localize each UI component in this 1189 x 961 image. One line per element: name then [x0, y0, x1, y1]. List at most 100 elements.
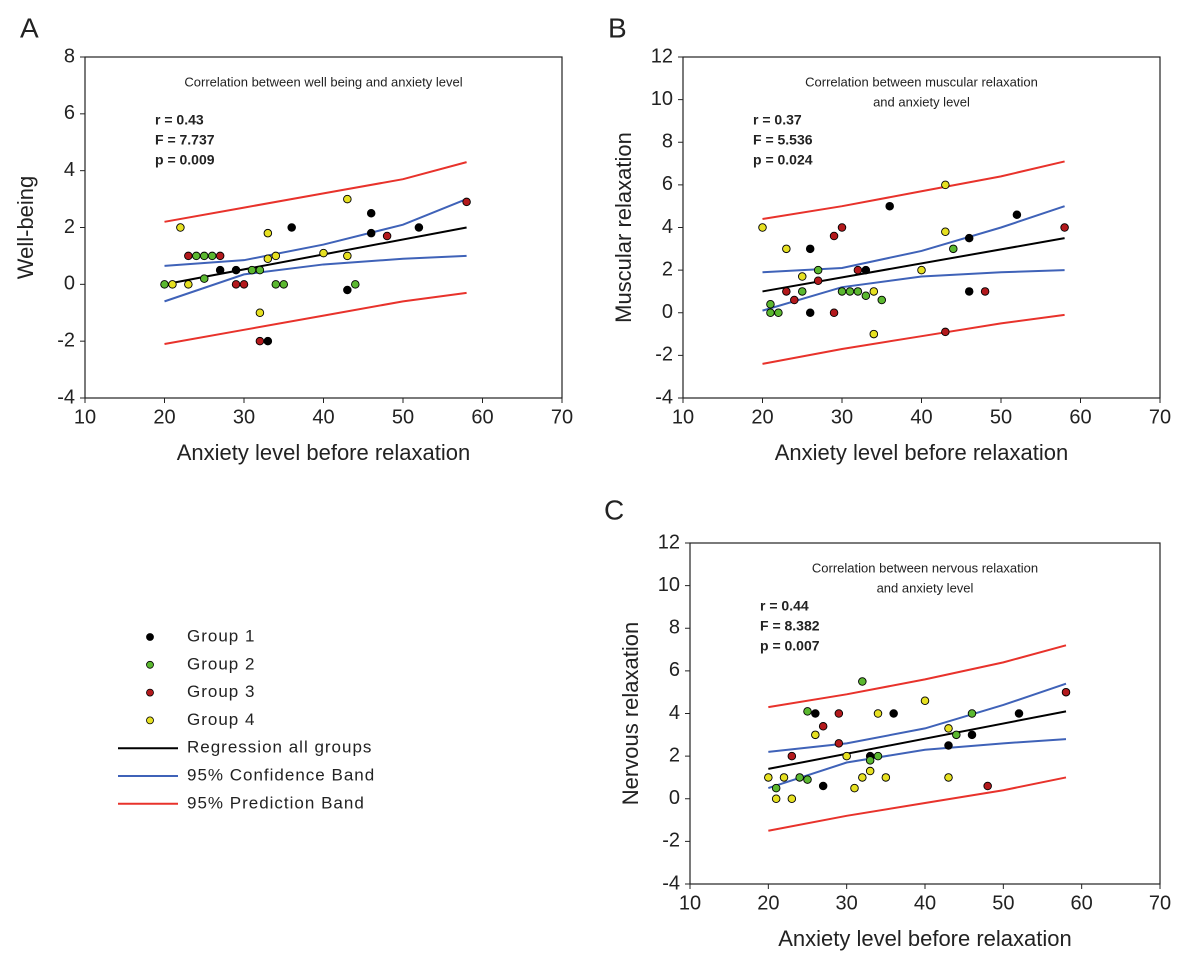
- data-point: [944, 724, 953, 733]
- x-tick-label: 30: [831, 406, 853, 428]
- x-axis-label: Anxiety level before relaxation: [778, 926, 1072, 951]
- chart-title: Correlation between well being and anxie…: [184, 74, 462, 89]
- y-tick-label: 0: [662, 301, 673, 323]
- data-point: [952, 730, 961, 740]
- data-point: [766, 299, 775, 309]
- fit-line: [164, 226, 467, 286]
- x-tick-label: 50: [392, 406, 414, 428]
- fit-line: [768, 738, 1067, 790]
- plot-frame: [84, 56, 563, 399]
- data-point: [255, 336, 265, 346]
- y-tick-label: 8: [669, 617, 680, 639]
- data-point: [1012, 210, 1022, 219]
- y-tick-label: -4: [662, 872, 680, 894]
- panel-label: C: [604, 494, 624, 525]
- data-point: [766, 308, 775, 318]
- y-axis-label: Nervous relaxation: [618, 622, 643, 805]
- data-point: [889, 709, 898, 718]
- y-tick-label: -2: [662, 830, 680, 852]
- annotation: F = 5.536: [753, 132, 813, 148]
- fit-line: [762, 160, 1065, 220]
- data-point: [279, 280, 289, 289]
- data-point: [805, 244, 815, 254]
- data-point: [818, 722, 828, 731]
- data-point: [758, 223, 767, 232]
- legend-marker: [146, 688, 154, 697]
- data-point: [263, 336, 273, 346]
- data-point: [818, 781, 828, 791]
- data-point: [319, 248, 328, 258]
- x-tick-label: 70: [1149, 892, 1171, 914]
- y-axis-label: Well-being: [13, 176, 38, 280]
- data-point: [790, 295, 799, 305]
- data-point: [885, 201, 894, 211]
- fit-line: [768, 776, 1067, 832]
- data-point: [917, 265, 926, 275]
- data-point: [964, 233, 974, 243]
- data-point: [861, 265, 871, 275]
- annotation: r = 0.44: [760, 598, 809, 614]
- panel: B 10 20 30 40 50 60 70 -4 -2 0 2 4 6 8 10 12 Anxiety leve…: [608, 12, 1171, 464]
- data-point: [351, 280, 360, 289]
- x-tick-label: 60: [1071, 892, 1093, 914]
- data-point: [869, 287, 879, 296]
- x-tick-label: 10: [672, 406, 694, 428]
- x-tick-label: 20: [757, 892, 779, 914]
- chart-title: Correlation between nervous relaxation: [812, 560, 1038, 575]
- data-point: [858, 773, 867, 782]
- data-point: [192, 251, 201, 261]
- fit-line: [762, 313, 1065, 365]
- data-point: [343, 251, 352, 261]
- annotation: r = 0.37: [753, 112, 802, 128]
- fit-line: [762, 237, 1065, 293]
- data-point: [861, 291, 871, 300]
- legend-label: Group 4: [187, 710, 255, 729]
- data-point: [865, 756, 875, 765]
- data-point: [263, 228, 273, 238]
- legend-label: 95% Confidence Band: [187, 765, 375, 784]
- data-point: [215, 265, 225, 275]
- y-tick-label: 6: [662, 173, 673, 195]
- y-tick-label: 10: [658, 574, 680, 596]
- data-point: [787, 751, 797, 761]
- x-tick-label: 60: [471, 406, 493, 428]
- annotation: F = 8.382: [760, 618, 820, 634]
- data-point: [798, 272, 807, 281]
- data-point: [877, 295, 887, 305]
- chart-title: and anxiety level: [873, 94, 970, 109]
- y-tick-label: 6: [669, 659, 680, 681]
- x-tick-label: 10: [74, 406, 96, 428]
- y-tick-label: 10: [651, 88, 673, 110]
- x-tick-label: 70: [551, 406, 573, 428]
- data-point: [798, 287, 807, 296]
- data-point: [782, 287, 791, 296]
- chart-title: Correlation between muscular relaxation: [805, 74, 1038, 89]
- data-point: [263, 254, 273, 264]
- data-point: [964, 287, 974, 296]
- y-tick-label: 0: [64, 273, 75, 295]
- legend-label: Group 2: [187, 654, 255, 673]
- annotation: p = 0.007: [760, 638, 820, 654]
- legend-label: Group 3: [187, 682, 255, 701]
- y-tick-label: 0: [669, 787, 680, 809]
- data-point: [873, 709, 883, 718]
- data-point: [967, 730, 977, 740]
- data-point: [255, 308, 265, 318]
- data-point: [837, 223, 847, 232]
- y-tick-label: -4: [57, 386, 75, 408]
- data-point: [813, 265, 823, 275]
- data-point: [231, 265, 241, 275]
- data-point: [944, 741, 953, 750]
- data-point: [944, 773, 953, 782]
- data-point: [343, 194, 352, 204]
- data-point: [811, 730, 820, 740]
- x-tick-label: 30: [836, 892, 858, 914]
- annotation: p = 0.009: [155, 152, 215, 168]
- data-point: [805, 308, 815, 318]
- data-point: [176, 223, 185, 232]
- data-point: [813, 276, 823, 286]
- fit-line: [164, 161, 467, 223]
- legend-label: 95% Prediction Band: [187, 793, 365, 812]
- x-axis-label: Anxiety level before relaxation: [177, 440, 471, 465]
